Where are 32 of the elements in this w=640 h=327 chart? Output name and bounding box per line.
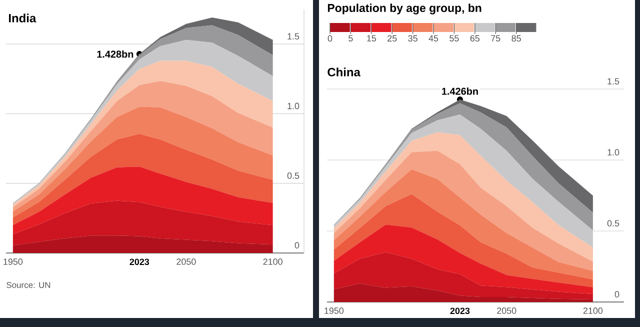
x-tick-label: 2100: [583, 308, 603, 314]
x-tick-label: 1950: [4, 258, 23, 265]
legend-label: 85: [512, 35, 521, 42]
y-tick-label: 1.0: [288, 102, 300, 110]
legend-label: 65: [470, 35, 480, 42]
annotation: 1.428bn: [97, 50, 134, 58]
x-tick-label: 2050: [497, 308, 516, 314]
ref-line-label: 2023: [450, 308, 470, 314]
y-tick-label: 1.5: [288, 33, 300, 40]
legend-label: 5: [348, 35, 353, 42]
x-tick-label: 2050: [176, 258, 196, 265]
legend-label: 55: [450, 35, 459, 42]
annotation: 1.426bn: [442, 87, 478, 95]
legend-label: 75: [491, 35, 500, 42]
y-tick-label: 0: [294, 242, 300, 248]
legend-label: 45: [428, 35, 438, 42]
chart-subtitle: China: [328, 68, 360, 76]
y-tick-label: 0.5: [607, 220, 620, 226]
chart-title: Population by age group, bn: [328, 4, 482, 14]
legend-label: 35: [408, 35, 418, 42]
chart-title: India: [9, 14, 36, 22]
y-tick-label: 1.0: [608, 149, 620, 156]
ref-line-label: 2023: [130, 258, 150, 266]
x-tick-label: 2100: [263, 258, 282, 265]
y-tick-label: 0: [614, 291, 620, 298]
legend-label: 25: [388, 35, 397, 42]
y-tick-label: 1.5: [608, 78, 620, 84]
y-tick-label: 0.5: [287, 172, 300, 179]
legend-label: 0: [328, 35, 332, 42]
x-tick-label: 1950: [324, 308, 344, 314]
legend-label: 15: [367, 35, 376, 42]
source-note: Source: UN: [6, 282, 50, 288]
